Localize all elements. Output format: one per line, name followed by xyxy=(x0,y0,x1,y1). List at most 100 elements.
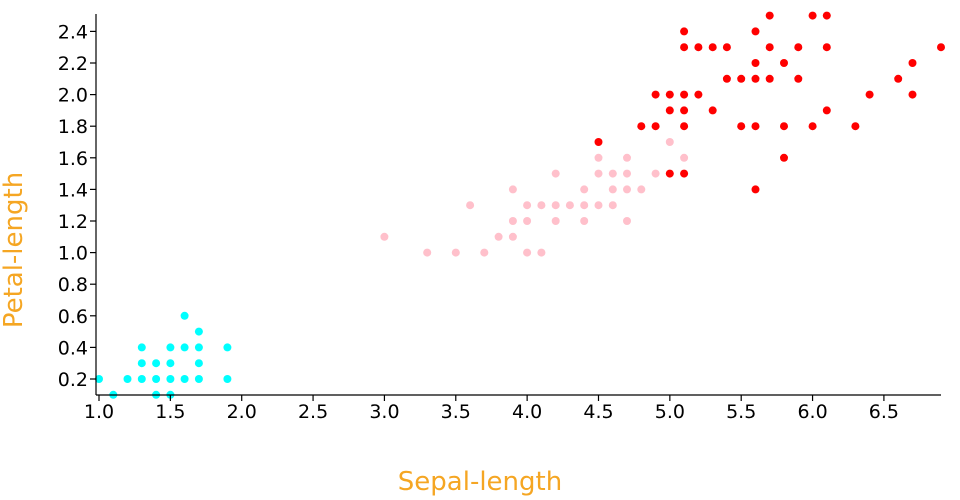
data-point xyxy=(166,375,175,383)
data-point xyxy=(137,359,146,368)
data-point xyxy=(594,138,603,146)
data-point xyxy=(908,59,917,67)
data-point xyxy=(523,217,532,225)
data-point xyxy=(166,343,175,352)
data-point xyxy=(665,106,674,115)
data-point xyxy=(780,122,788,131)
y-tick-label: 1.0 xyxy=(58,243,88,265)
x-tick-label: 2.5 xyxy=(298,401,328,423)
data-point xyxy=(565,201,574,210)
x-axis-title: Sepal-length xyxy=(398,467,562,497)
y-tick-label: 0.8 xyxy=(58,274,88,296)
x-tick-label: 6.0 xyxy=(797,401,827,423)
data-point xyxy=(680,43,689,52)
data-point xyxy=(937,43,945,52)
data-point xyxy=(637,122,646,131)
data-point xyxy=(722,43,731,52)
data-point xyxy=(180,311,189,320)
data-point xyxy=(194,375,203,383)
data-point xyxy=(152,359,161,368)
data-points xyxy=(95,11,945,399)
data-point xyxy=(466,201,475,210)
data-point xyxy=(680,169,689,178)
y-tick-label: 1.6 xyxy=(58,148,88,170)
data-point xyxy=(194,343,203,352)
data-point xyxy=(808,11,817,20)
data-point xyxy=(223,343,232,352)
x-tick-label: 1.5 xyxy=(155,401,185,423)
data-point xyxy=(594,201,603,210)
y-tick-label: 1.2 xyxy=(58,211,88,233)
data-point xyxy=(765,11,774,20)
data-point xyxy=(665,90,674,99)
data-point xyxy=(594,153,603,162)
y-tick-label: 0.4 xyxy=(58,337,88,359)
y-tick-label: 1.4 xyxy=(58,179,88,201)
data-point xyxy=(580,217,589,225)
data-point xyxy=(722,74,731,83)
x-tick-label: 3.5 xyxy=(441,401,471,423)
data-point xyxy=(152,375,161,383)
data-point xyxy=(523,201,532,210)
data-point xyxy=(765,43,774,52)
data-point xyxy=(580,185,589,194)
data-point xyxy=(637,185,646,194)
data-point xyxy=(451,248,460,257)
data-point xyxy=(908,90,917,99)
x-tick-label: 5.5 xyxy=(726,401,756,423)
data-point xyxy=(623,185,631,194)
data-point xyxy=(737,74,746,83)
data-point xyxy=(494,232,503,241)
data-point xyxy=(137,343,146,352)
data-point xyxy=(680,106,689,115)
data-point xyxy=(708,106,717,115)
data-point xyxy=(780,59,788,67)
data-point xyxy=(751,74,760,83)
data-point xyxy=(137,375,146,383)
data-point xyxy=(751,27,760,36)
data-point xyxy=(737,122,746,131)
y-tick-label: 1.8 xyxy=(58,116,88,138)
data-point xyxy=(708,43,717,52)
data-point xyxy=(608,185,617,194)
y-tick-label: 2.4 xyxy=(58,21,88,43)
data-point xyxy=(808,122,817,131)
data-point xyxy=(651,169,660,178)
data-point xyxy=(665,169,674,178)
y-tick-label: 0.2 xyxy=(58,369,88,391)
data-point xyxy=(680,153,689,162)
y-tick-label: 2.0 xyxy=(58,85,88,107)
data-point xyxy=(180,375,189,383)
data-point xyxy=(851,122,860,131)
data-point xyxy=(751,122,760,131)
data-point xyxy=(651,122,660,131)
data-point xyxy=(508,185,517,194)
data-point xyxy=(751,185,760,194)
data-point xyxy=(751,59,760,67)
data-point xyxy=(523,248,532,257)
data-point xyxy=(537,248,546,257)
data-point xyxy=(551,201,560,210)
data-point xyxy=(480,248,489,257)
data-point xyxy=(551,217,560,225)
y-axis-ticks: 0.2 0.4 0.6 0.8 1.0 1.2 1.4 1.6 1.8 2.0 2.2 2.4 xyxy=(58,21,96,391)
x-tick-label: 6.5 xyxy=(869,401,899,423)
x-tick-label: 1.0 xyxy=(84,401,114,423)
data-point xyxy=(423,248,432,257)
data-point xyxy=(608,169,617,178)
data-point xyxy=(551,169,560,178)
data-point xyxy=(794,43,803,52)
data-point xyxy=(623,169,631,178)
data-point xyxy=(508,217,517,225)
data-point xyxy=(894,74,903,83)
data-point xyxy=(680,90,689,99)
data-point xyxy=(794,74,803,83)
data-point xyxy=(623,217,631,225)
data-point xyxy=(651,90,660,99)
data-point xyxy=(123,375,132,383)
data-point xyxy=(580,201,589,210)
y-tick-label: 0.6 xyxy=(58,306,88,328)
y-axis-title: Petal-length xyxy=(0,172,29,328)
data-point xyxy=(680,122,689,131)
